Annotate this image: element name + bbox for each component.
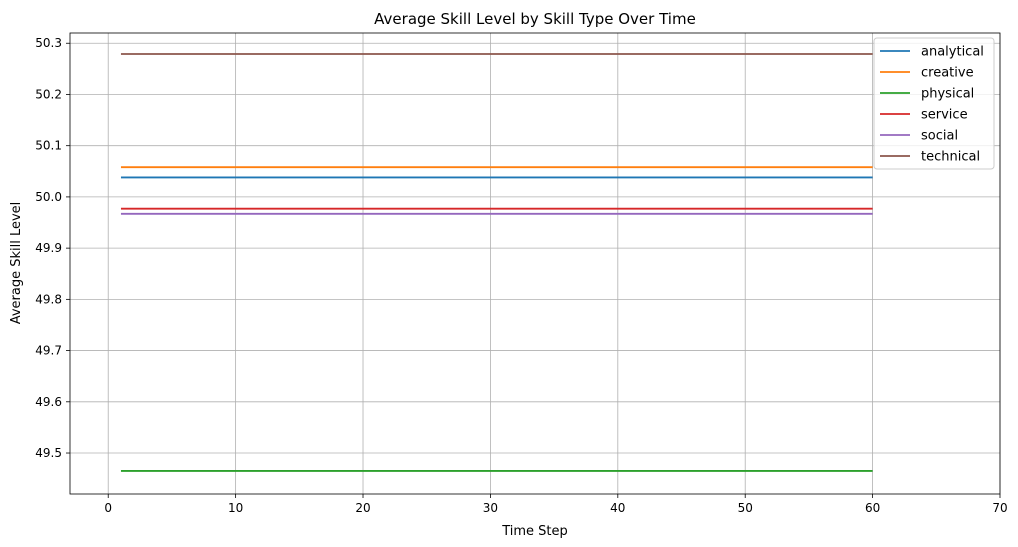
x-tick-label: 50 [738, 501, 753, 515]
y-tick-label: 49.9 [35, 241, 62, 255]
y-tick-label: 49.5 [35, 446, 62, 460]
plot-frame [69, 32, 1001, 495]
x-tick-label: 10 [228, 501, 243, 515]
y-tick-label: 49.8 [35, 292, 62, 306]
legend: analytical creative physical service social t… [873, 37, 995, 170]
legend-box [873, 37, 995, 170]
x-tick-label: 60 [865, 501, 880, 515]
legend-label-social: social [921, 129, 958, 144]
y-tick-label: 50.2 [35, 87, 62, 101]
chart-title: Average Skill Level by Skill Type Over T… [374, 10, 696, 28]
y-tick-label: 49.6 [35, 395, 62, 409]
y-axis: 49.5 49.6 49.7 49.8 49.9 50.0 50.1 50.2 50.3 [35, 36, 70, 460]
x-axis: 0 10 20 30 40 50 60 70 [104, 494, 1008, 515]
x-axis-label: Time Step [501, 524, 568, 539]
legend-label-technical: technical [921, 150, 980, 165]
y-tick-label: 50.3 [35, 36, 62, 50]
x-tick-label: 0 [104, 501, 112, 515]
series-lines [120, 53, 873, 472]
x-tick-label: 30 [483, 501, 498, 515]
legend-label-service: service [921, 108, 968, 123]
x-tick-label: 40 [610, 501, 625, 515]
legend-label-physical: physical [921, 87, 974, 102]
y-tick-label: 50.1 [35, 139, 62, 153]
y-axis-label: Average Skill Level [9, 202, 24, 325]
y-tick-label: 49.7 [35, 344, 62, 358]
legend-label-creative: creative [921, 66, 974, 81]
x-tick-label: 70 [992, 501, 1007, 515]
grid-lines [70, 33, 1001, 494]
legend-label-analytical: analytical [921, 45, 984, 60]
x-tick-label: 20 [355, 501, 370, 515]
y-tick-label: 50.0 [35, 190, 62, 204]
